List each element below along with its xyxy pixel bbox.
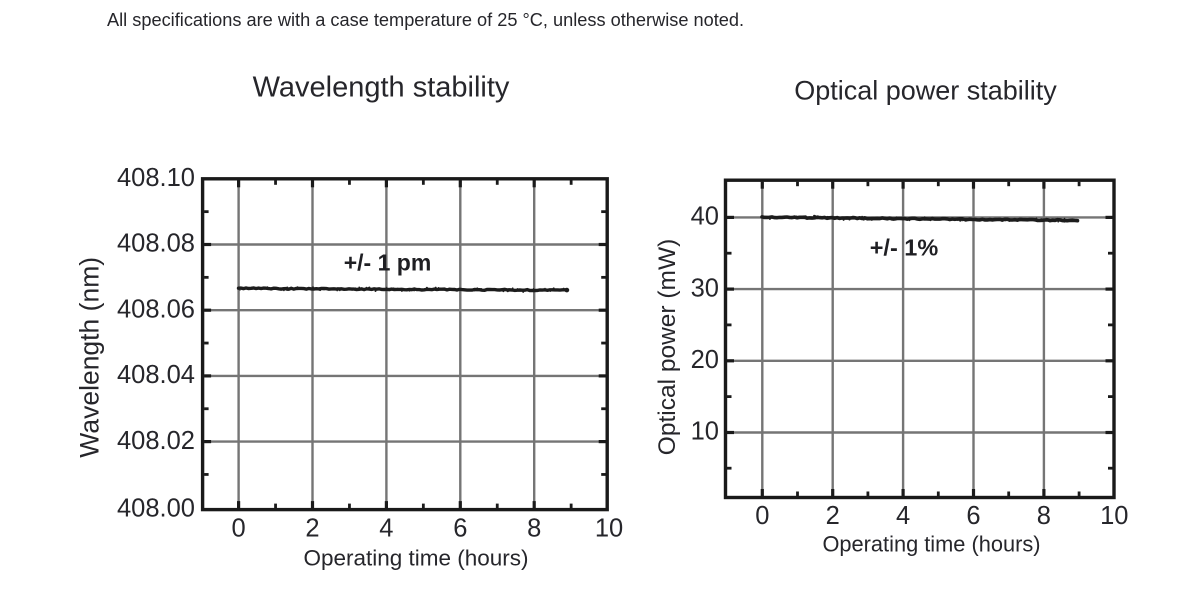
svg-text:2: 2 [305, 514, 319, 542]
svg-text:Wavelength (nm): Wavelength (nm) [75, 257, 105, 458]
svg-text:4: 4 [379, 514, 393, 542]
svg-text:30: 30 [691, 274, 719, 302]
svg-text:2: 2 [826, 502, 840, 530]
svg-text:Wavelength stability: Wavelength stability [253, 71, 510, 103]
svg-text:20: 20 [691, 346, 719, 374]
svg-text:Optical power stability: Optical power stability [794, 75, 1057, 105]
svg-text:Operating time (hours): Operating time (hours) [303, 545, 528, 570]
svg-text:8: 8 [527, 514, 541, 542]
svg-text:408.00: 408.00 [117, 495, 195, 523]
svg-text:10: 10 [1100, 502, 1128, 530]
svg-text:6: 6 [453, 514, 467, 542]
svg-text:40: 40 [691, 203, 719, 231]
svg-text:Operating time (hours): Operating time (hours) [822, 532, 1040, 557]
svg-text:408.08: 408.08 [117, 230, 195, 258]
svg-text:408.06: 408.06 [117, 295, 195, 323]
svg-text:10: 10 [691, 418, 719, 446]
svg-text:408.04: 408.04 [117, 361, 195, 389]
svg-text:0: 0 [232, 514, 246, 542]
svg-text:8: 8 [1037, 502, 1051, 530]
svg-text:+/- 1%: +/- 1% [870, 235, 939, 261]
svg-text:0: 0 [755, 502, 769, 530]
svg-text:4: 4 [896, 502, 910, 530]
svg-text:+/- 1 pm: +/- 1 pm [344, 250, 432, 276]
svg-text:10: 10 [595, 514, 623, 542]
svg-text:408.02: 408.02 [117, 427, 195, 455]
svg-text:408.10: 408.10 [117, 164, 195, 192]
svg-text:6: 6 [966, 502, 980, 530]
svg-text:All specifications are with a: All specifications are with a case tempe… [107, 10, 744, 30]
svg-text:Optical power (mW): Optical power (mW) [654, 239, 681, 455]
